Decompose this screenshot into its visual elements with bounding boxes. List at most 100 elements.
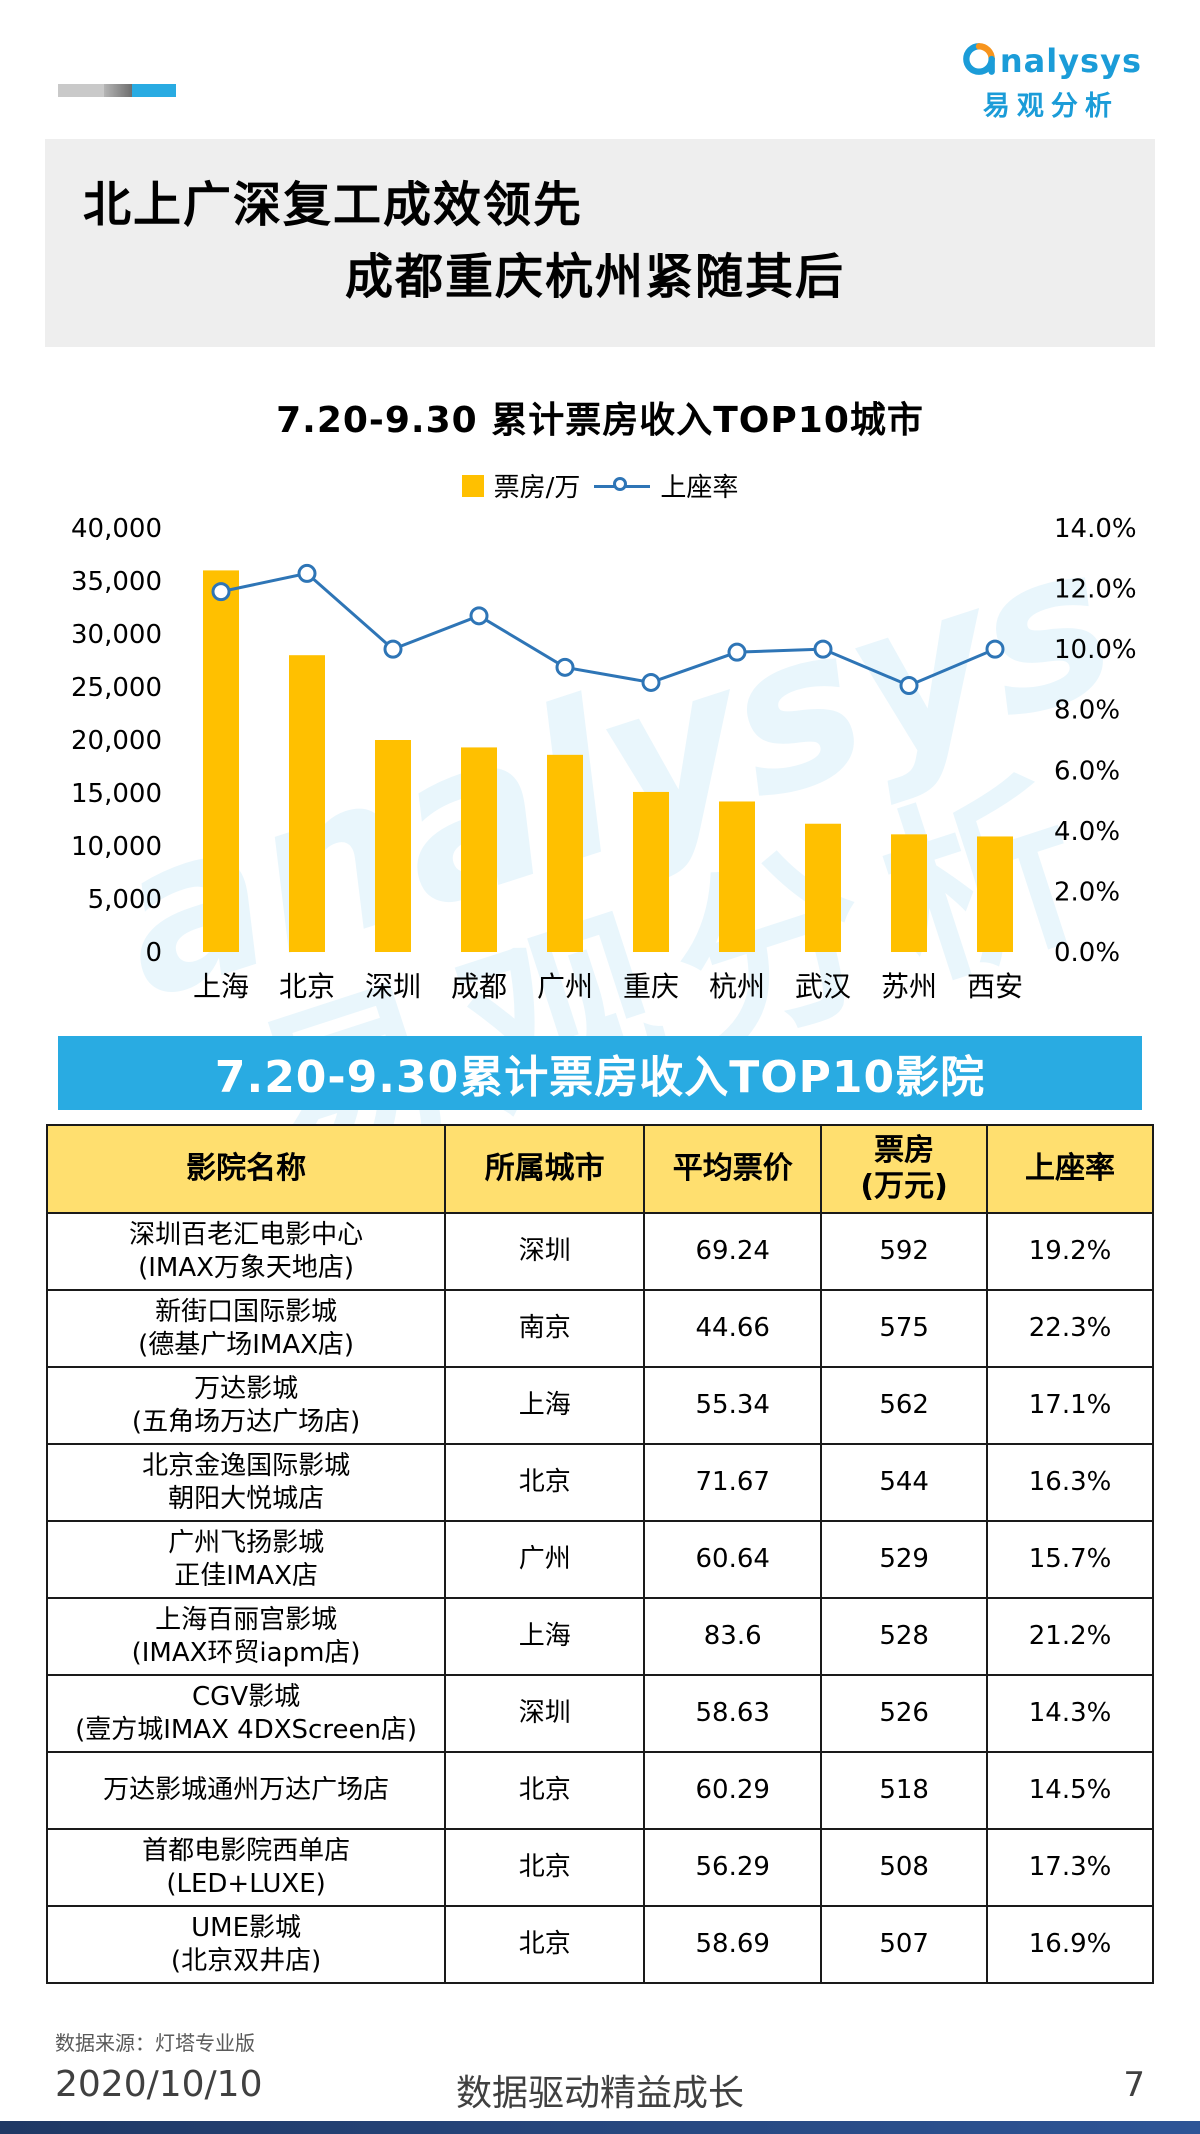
right-axis-label: 10.0%: [1054, 635, 1137, 665]
logo-swirl-icon: [960, 40, 998, 82]
category-label: 重庆: [623, 970, 679, 1003]
bar-广州: [547, 754, 583, 952]
cinema-city: 深圳: [444, 1212, 646, 1291]
boxoffice-swatch-icon: [461, 474, 484, 497]
table-row: 深圳百老汇电影中心 (IMAX万象天地店) 深圳 69.24 592 19.2%: [45, 1212, 1154, 1291]
occupancy-rate: 14.3%: [986, 1674, 1154, 1753]
avg-ticket-price: 69.24: [643, 1212, 823, 1291]
cinema-name: UME影城 (北京双井店): [45, 1905, 447, 1984]
table-row: 广州飞扬影城 正佳IMAX店 广州 60.64 529 15.7%: [45, 1520, 1154, 1599]
left-axis-label: 15,000: [71, 779, 162, 809]
left-axis-label: 40,000: [71, 514, 162, 544]
occupancy-marker-武汉: [813, 639, 833, 659]
box-office: 544: [820, 1443, 989, 1522]
column-header: 平均票价: [643, 1124, 823, 1214]
chart-title: 7.20-9.30 累计票房收入TOP10城市: [276, 400, 924, 441]
table-row: 上海百丽宫影城 (IMAX环贸iapm店) 上海 83.6 528 21.2%: [45, 1597, 1154, 1676]
column-header: 影院名称: [45, 1124, 447, 1214]
segment-blue: [132, 84, 176, 97]
cinema-city: 南京: [444, 1289, 646, 1368]
occupancy-marker-上海: [211, 582, 231, 602]
occupancy-marker-杭州: [727, 642, 747, 662]
category-label: 成都: [451, 970, 507, 1003]
left-axis-label: 30,000: [71, 620, 162, 650]
right-axis-label: 8.0%: [1054, 696, 1120, 726]
right-axis-label: 12.0%: [1054, 575, 1137, 605]
box-office: 507: [820, 1905, 989, 1984]
occupancy-rate: 16.9%: [986, 1905, 1154, 1984]
title-line-2: 成都重庆杭州紧随其后: [344, 249, 845, 305]
cinema-city: 上海: [444, 1366, 646, 1445]
cinema-name: 首都电影院西单店 (LED+LUXE): [45, 1828, 447, 1907]
cinema-name: 万达影城 (五角场万达广场店): [45, 1366, 447, 1445]
bar-武汉: [805, 823, 841, 952]
legend-label-occupancy: 上座率: [660, 473, 739, 503]
footer: 数据来源：灯塔专业版 2020/10/10 数据驱动精益成长 7: [0, 2013, 1200, 2121]
chart-legend: 票房/万 上座率: [0, 467, 1200, 504]
avg-ticket-price: 83.6: [643, 1597, 823, 1676]
table-row: 北京金逸国际影城 朝阳大悦城店 北京 71.67 544 16.3%: [45, 1443, 1154, 1522]
top-row: nalysys 易观分析: [58, 40, 1142, 123]
right-axis-label: 6.0%: [1054, 756, 1120, 786]
category-label: 上海: [193, 970, 249, 1003]
combo-chart: 40,000 35,000 30,000 25,000 20,000 15,000 10,0…: [71, 514, 1137, 1003]
footer-slogan: 数据驱动精益成长: [455, 2073, 744, 2114]
occupancy-rate: 17.3%: [986, 1828, 1154, 1907]
progress-segments: [58, 84, 176, 97]
column-header: 票房 (万元): [820, 1124, 989, 1214]
left-axis-label: 5,000: [88, 885, 162, 915]
left-axis-label: 10,000: [71, 832, 162, 862]
avg-ticket-price: 60.64: [643, 1520, 823, 1599]
cinema-name: 上海百丽宫影城 (IMAX环贸iapm店): [45, 1597, 447, 1676]
category-label: 杭州: [709, 970, 765, 1003]
occupancy-rate: 15.7%: [986, 1520, 1154, 1599]
avg-ticket-price: 60.29: [643, 1751, 823, 1830]
cinema-city: 广州: [444, 1520, 646, 1599]
occupancy-marker-深圳: [383, 639, 403, 659]
occupancy-rate: 14.5%: [986, 1751, 1154, 1830]
occupancy-marker-广州: [555, 657, 575, 677]
bar-上海: [203, 570, 239, 952]
data-source: 数据来源：灯塔专业版: [55, 2031, 255, 2055]
bottom-accent-bar: [0, 2121, 1200, 2134]
title-line-1: 北上广深复工成效领先: [83, 177, 584, 233]
bar-北京: [289, 655, 325, 952]
avg-ticket-price: 71.67: [643, 1443, 823, 1522]
avg-ticket-price: 55.34: [643, 1366, 823, 1445]
right-axis-label: 0.0%: [1054, 938, 1120, 968]
occupancy-marker-苏州: [899, 675, 919, 695]
occupancy-rate: 16.3%: [986, 1443, 1154, 1522]
page-title: 北上广深复工成效领先 成都重庆杭州紧随其后: [45, 139, 1155, 347]
table-row: 万达影城通州万达广场店 北京 60.29 518 14.5%: [45, 1751, 1154, 1830]
avg-ticket-price: 58.63: [643, 1674, 823, 1753]
right-axis-label: 4.0%: [1054, 817, 1120, 847]
logo-brand-cn: 易观分析: [982, 91, 1119, 122]
occupancy-line: [220, 571, 996, 688]
bar-成都: [461, 747, 497, 952]
table-row: CGV影城 (壹方城IMAX 4DXScreen店) 深圳 58.63 526 14.3%: [45, 1674, 1154, 1753]
box-office: 528: [820, 1597, 989, 1676]
occupancy-marker-西安: [985, 639, 1005, 659]
left-axis-label: 0: [145, 938, 162, 968]
cinema-city: 北京: [444, 1751, 646, 1830]
left-axis-label: 35,000: [71, 567, 162, 597]
box-office: 508: [820, 1828, 989, 1907]
box-office: 526: [820, 1674, 989, 1753]
table-row: UME影城 (北京双井店) 北京 58.69 507 16.9%: [45, 1905, 1154, 1984]
bar-深圳: [375, 740, 411, 952]
segment-gray: [58, 84, 104, 97]
box-office: 575: [820, 1289, 989, 1368]
box-office: 592: [820, 1212, 989, 1291]
footer-date: 2020/10/10: [55, 2064, 263, 2105]
bar-苏州: [891, 834, 927, 952]
right-axis-label: 14.0%: [1054, 514, 1137, 544]
avg-ticket-price: 58.69: [643, 1905, 823, 1984]
category-label: 武汉: [795, 970, 851, 1003]
table-header: 影院名称 所属城市 平均票价 票房 (万元) 上座率: [45, 1124, 1154, 1214]
category-label: 深圳: [365, 970, 421, 1003]
column-header: 上座率: [986, 1124, 1154, 1214]
box-office: 518: [820, 1751, 989, 1830]
analysys-logo: nalysys 易观分析: [960, 40, 1142, 123]
box-office: 562: [820, 1366, 989, 1445]
legend-label-boxoffice: 票房/万: [493, 473, 581, 503]
